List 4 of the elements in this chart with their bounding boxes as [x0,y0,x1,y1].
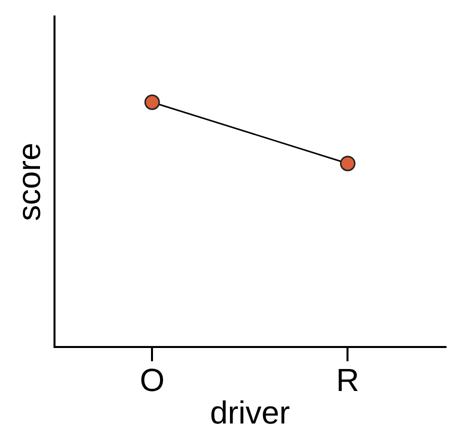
x-axis-title: driver [210,394,290,431]
x-tick-label: R [336,362,360,398]
y-axis-title: score [11,142,48,221]
x-tick-label: O [140,362,165,398]
